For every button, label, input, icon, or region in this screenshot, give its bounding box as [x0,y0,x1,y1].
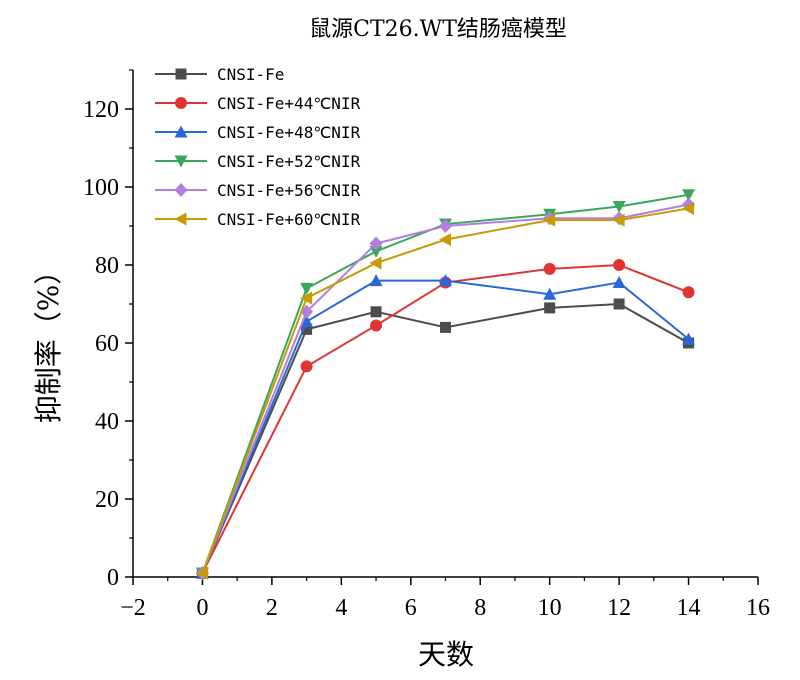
x-ticks: −2 0 2 4 6 8 10 12 14 16 [120,577,770,621]
data-point [544,302,556,314]
data-point [682,332,696,345]
y-axis-label: 抑制率（%） [32,257,65,424]
series-4 [195,189,696,580]
data-point [370,319,383,332]
y-tick-label: 80 [95,253,119,279]
data-point [174,212,187,226]
series-6 [195,201,695,580]
data-point [175,97,187,109]
data-point [612,276,626,289]
legend-label: CNSI-Fe [217,65,284,84]
data-point [613,298,625,310]
legend-item: CNSI-Fe+48℃NIR [155,123,361,142]
data-point [300,282,314,295]
series-line [201,193,689,574]
series-line [201,203,689,574]
data-point [301,323,313,335]
x-tick-label: 16 [746,595,770,621]
series-line [201,263,689,574]
y-tick-label: 40 [95,409,119,435]
data-point [175,68,187,80]
legend-item: CNSI-Fe+44℃NIR [155,94,361,113]
legend-label: CNSI-Fe+56℃NIR [217,181,361,200]
x-tick-label: −2 [120,595,146,621]
data-point [369,236,383,251]
legend-item: CNSI-Fe+56℃NIR [155,181,361,200]
legend-item: CNSI-Fe+60℃NIR [155,210,361,229]
legend-label: CNSI-Fe+60℃NIR [217,210,361,229]
data-point [682,189,696,202]
data-point [174,155,188,168]
x-tick-label: 6 [405,595,417,621]
legend-label: CNSI-Fe+52℃NIR [217,152,361,171]
x-axis-label: 天数 [418,638,474,671]
legend-item: CNSI-Fe+52℃NIR [155,152,361,171]
data-point [300,291,313,305]
series-line [201,302,690,574]
x-tick-label: 12 [607,595,631,621]
y-tick-label: 120 [83,97,119,123]
y-tick-label: 100 [83,175,119,201]
series-layer [195,189,696,581]
data-point [439,233,451,247]
legend-label: CNSI-Fe+44℃NIR [217,94,361,113]
x-tick-label: 10 [538,595,562,621]
data-point [682,201,695,215]
x-tick-label: 4 [335,595,347,621]
data-point [439,219,452,233]
data-point [543,262,556,275]
y-tick-label: 20 [95,487,119,513]
y-tick-label: 60 [95,331,119,357]
data-point [612,201,626,213]
data-point [369,274,383,287]
y-ticks: 0 20 40 60 80 100 120 [83,69,133,591]
x-tick-label: 8 [474,595,486,621]
data-point [195,566,208,580]
data-point [370,306,382,318]
data-point [300,315,314,328]
y-tick-label: 0 [107,565,119,591]
data-point [543,287,557,300]
data-point [369,256,382,270]
series-3 [195,274,696,579]
data-point [612,213,625,227]
legend-item: CNSI-Fe [155,65,284,84]
x-tick-label: 2 [266,595,278,621]
legend-label: CNSI-Fe+48℃NIR [217,123,361,142]
data-point [440,321,451,333]
chart-title: 鼠源CT26.WT结肠癌模型 [309,17,567,42]
data-point [682,286,695,299]
x-tick-label: 0 [196,595,208,621]
data-point [613,259,626,271]
data-point [174,125,188,138]
series-1 [196,298,695,579]
data-point [300,360,313,373]
data-point [369,245,383,258]
data-point [439,274,452,287]
data-point [543,213,556,227]
data-point [174,183,188,197]
x-tick-label: 14 [677,595,701,621]
legend: CNSI-Fe CNSI-Fe+44℃NIR CNSI-Fe+48℃NIR CNSI-… [155,65,361,229]
